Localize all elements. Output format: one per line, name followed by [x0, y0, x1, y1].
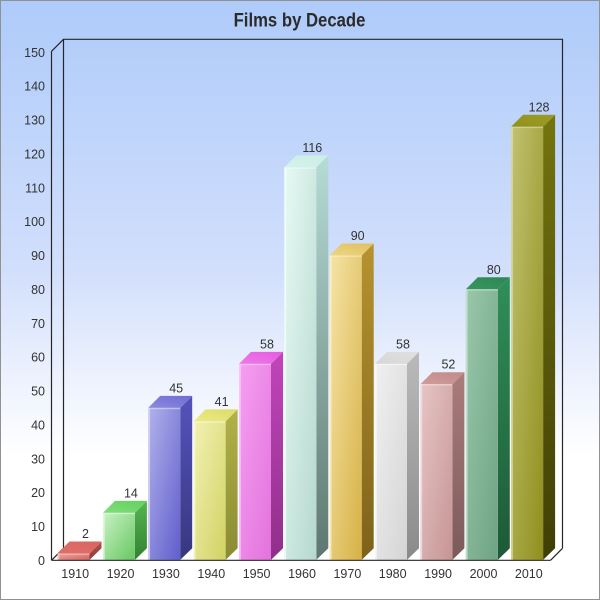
svg-text:1990: 1990	[424, 567, 452, 581]
svg-text:1940: 1940	[197, 567, 225, 581]
svg-text:1960: 1960	[288, 567, 316, 581]
svg-text:1950: 1950	[243, 567, 271, 581]
svg-text:1910: 1910	[61, 567, 89, 581]
svg-text:80: 80	[31, 283, 45, 297]
svg-text:60: 60	[31, 351, 45, 365]
svg-text:52: 52	[441, 358, 455, 372]
svg-text:30: 30	[31, 452, 45, 466]
svg-text:100: 100	[24, 215, 45, 229]
svg-text:90: 90	[31, 249, 45, 263]
svg-text:45: 45	[169, 381, 183, 395]
svg-text:90: 90	[351, 229, 365, 243]
svg-text:50: 50	[31, 385, 45, 399]
svg-text:120: 120	[24, 148, 45, 162]
svg-text:130: 130	[24, 114, 45, 128]
svg-text:2: 2	[82, 527, 89, 541]
svg-text:150: 150	[24, 46, 45, 60]
svg-text:70: 70	[31, 317, 45, 331]
svg-text:2010: 2010	[515, 567, 543, 581]
svg-text:1930: 1930	[152, 567, 180, 581]
svg-text:116: 116	[302, 141, 322, 155]
svg-text:80: 80	[487, 263, 501, 277]
svg-text:1920: 1920	[107, 567, 135, 581]
svg-text:58: 58	[260, 337, 274, 351]
svg-text:110: 110	[25, 181, 45, 195]
svg-text:14: 14	[124, 486, 138, 500]
svg-text:140: 140	[24, 80, 45, 94]
svg-text:1980: 1980	[379, 567, 407, 581]
svg-text:0: 0	[38, 554, 45, 568]
svg-text:41: 41	[215, 395, 229, 409]
svg-text:Films by Decade: Films by Decade	[234, 9, 366, 30]
svg-text:10: 10	[31, 520, 45, 534]
svg-text:20: 20	[31, 486, 45, 500]
svg-text:40: 40	[31, 418, 45, 432]
svg-text:58: 58	[396, 337, 410, 351]
svg-text:2000: 2000	[470, 567, 498, 581]
svg-text:128: 128	[529, 100, 550, 114]
svg-text:1970: 1970	[333, 567, 361, 581]
